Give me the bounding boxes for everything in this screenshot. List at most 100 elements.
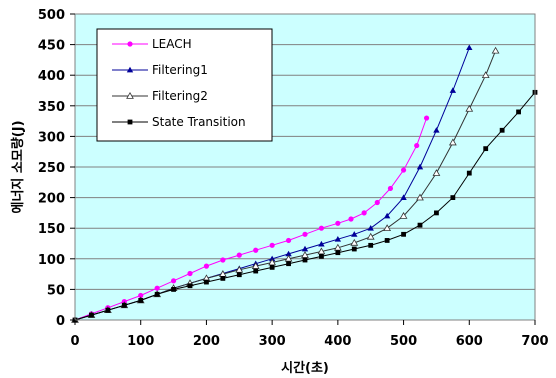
data-point (204, 279, 209, 285)
data-point (319, 253, 324, 259)
data-point (253, 268, 259, 274)
data-point (368, 242, 374, 248)
data-point (350, 238, 359, 246)
data-point (334, 236, 342, 242)
data-point (481, 71, 490, 78)
y-tick-label: 250 (38, 161, 65, 176)
data-point (154, 291, 160, 297)
data-point (302, 231, 308, 237)
data-point (335, 250, 341, 256)
x-tick-label: 500 (390, 334, 417, 349)
data-point (400, 167, 407, 173)
x-tick-label: 0 (70, 334, 79, 349)
y-tick-label: 350 (38, 100, 65, 115)
data-point (318, 225, 325, 231)
legend-marker (126, 66, 134, 73)
legend-marker (126, 91, 134, 99)
data-point (417, 222, 423, 228)
data-point (516, 109, 521, 115)
x-tick-label: 100 (127, 334, 154, 349)
legend: LEACH Filtering1 Filtering2 State Transitio… (96, 28, 273, 142)
data-point (285, 237, 292, 244)
data-point (400, 194, 407, 200)
data-point (89, 312, 94, 318)
legend-label: State Transition (152, 115, 246, 129)
data-point (121, 302, 127, 308)
data-point (105, 307, 111, 313)
y-tick-label: 150 (38, 222, 65, 237)
data-point (351, 246, 357, 252)
legend-label: Filtering2 (152, 89, 208, 103)
y-tick-label: 100 (38, 253, 65, 268)
data-point (466, 44, 473, 51)
legend-marker (127, 41, 133, 47)
data-point (154, 285, 160, 291)
data-point (253, 247, 259, 253)
data-point (399, 211, 408, 219)
data-point (351, 231, 358, 237)
data-point (491, 46, 500, 54)
x-tick-label: 300 (259, 334, 286, 349)
y-tick-label: 200 (38, 192, 65, 207)
y-tick-label: 450 (38, 39, 65, 54)
data-point (387, 185, 394, 192)
axes (70, 13, 536, 325)
data-point (401, 231, 406, 237)
data-point (138, 298, 144, 303)
data-point (171, 287, 176, 292)
data-point (432, 169, 441, 176)
data-point (284, 254, 293, 262)
data-point (416, 163, 424, 170)
data-point (251, 262, 260, 269)
legend-item: LEACH (112, 37, 192, 51)
data-point (433, 127, 440, 133)
data-point (416, 193, 424, 201)
data-point (302, 257, 308, 263)
x-tick-label: 600 (456, 334, 483, 349)
data-point (450, 195, 456, 200)
tick-labels: 0 50 100 150 200 250 300 350 400 450 500 0 100 200 300… (38, 8, 549, 349)
x-tick-label: 400 (324, 334, 351, 349)
data-point (449, 87, 457, 93)
data-point (374, 199, 380, 206)
y-tick-label: 400 (38, 69, 65, 84)
data-point (366, 232, 375, 240)
data-point (423, 115, 430, 121)
data-point (367, 225, 374, 231)
data-point (285, 250, 292, 257)
data-point (220, 257, 226, 263)
legend-label: LEACH (152, 37, 192, 51)
legend-item: State Transition (112, 115, 246, 129)
data-point (235, 265, 244, 273)
series-layer (71, 44, 538, 323)
y-tick-label: 300 (38, 130, 65, 145)
data-point (335, 220, 341, 226)
data-point (448, 138, 457, 146)
data-point (333, 243, 342, 251)
x-tick-label: 200 (193, 334, 220, 349)
series-state-transition (72, 89, 538, 323)
legend-item: Filtering2 (112, 89, 208, 103)
y-tick-label: 0 (56, 314, 65, 329)
data-point (301, 245, 309, 252)
data-point (483, 146, 489, 152)
data-point (286, 261, 291, 267)
x-axis-title: 시간(초) (281, 360, 329, 376)
data-point (383, 212, 391, 219)
data-point (236, 272, 242, 278)
legend-item: Filtering1 (112, 63, 208, 77)
y-tick-label: 500 (38, 8, 65, 23)
legend-label: Filtering1 (152, 63, 208, 77)
data-point (220, 275, 226, 281)
legend-marker (127, 119, 133, 125)
data-point (384, 238, 390, 243)
y-tick-label: 50 (47, 283, 65, 298)
x-tick-label: 700 (521, 334, 548, 349)
series-line (74, 117, 428, 321)
data-point (268, 258, 277, 266)
data-point (269, 242, 275, 248)
data-point (203, 263, 210, 269)
data-point (187, 270, 193, 277)
